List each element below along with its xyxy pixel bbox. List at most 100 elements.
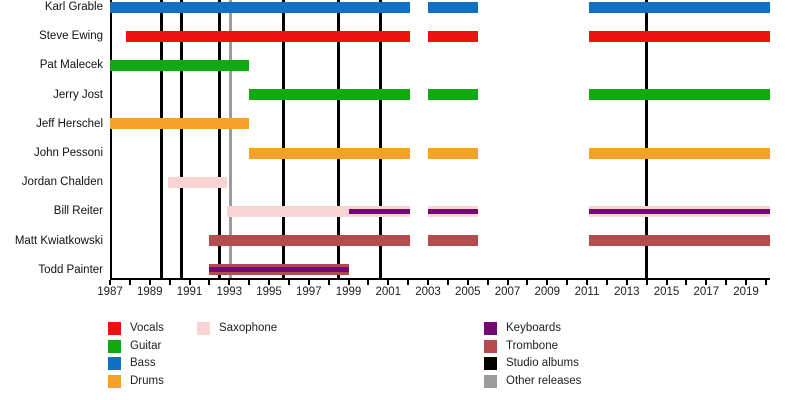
member-bar-segment	[588, 89, 770, 101]
x-axis-tick	[327, 280, 330, 285]
member-label: Jerry Jost	[53, 88, 103, 101]
studio-album-line	[645, 0, 649, 278]
member-bar-segment	[588, 1, 770, 13]
x-axis-tick-label: 1995	[256, 286, 282, 298]
member-label: Matt Kwiatkowski	[14, 234, 103, 247]
x-axis-tick	[625, 280, 628, 285]
studio-album-line	[180, 0, 184, 278]
member-bar-segment	[428, 235, 478, 247]
x-axis-tick	[168, 280, 171, 285]
x-axis-tick	[685, 280, 688, 285]
x-axis-tick	[387, 280, 390, 285]
x-axis-tick-label: 1997	[295, 286, 322, 298]
x-axis-tick	[427, 280, 429, 285]
x-axis-tick-label: 1987	[97, 286, 123, 298]
x-axis-line	[110, 278, 770, 280]
member-bar-segment	[110, 118, 250, 130]
legend-swatch-other-releases	[484, 374, 497, 388]
x-axis-tick	[208, 280, 211, 285]
x-axis-tick	[745, 280, 747, 285]
member-bar-segment	[209, 235, 411, 247]
x-axis-tick	[725, 280, 728, 285]
legend-label: Keyboards	[506, 322, 561, 334]
member-bar-overlay-segment	[588, 208, 770, 214]
legend-swatch-bass	[108, 357, 121, 370]
studio-album-line	[217, 0, 221, 278]
x-axis-tick	[506, 280, 509, 285]
x-axis-tick-label: 2011	[574, 286, 600, 298]
x-axis-tick	[665, 280, 668, 285]
studio-album-line	[378, 0, 382, 278]
x-axis-tick-label: 2005	[454, 286, 481, 298]
x-axis-tick	[148, 280, 151, 285]
x-axis-tick	[248, 280, 251, 285]
x-axis-tick	[605, 280, 608, 285]
x-axis-tick	[228, 280, 231, 285]
member-bar-segment	[588, 147, 770, 159]
x-axis-tick	[128, 280, 131, 285]
member-bar-segment	[588, 235, 770, 247]
y-axis-line	[110, 0, 112, 278]
legend-swatch-guitar	[108, 339, 121, 353]
member-label: Jeff Herschel	[36, 117, 103, 130]
member-label: Karl Grable	[44, 1, 103, 13]
x-axis-tick-label: 1989	[136, 286, 163, 298]
member-bar-segment	[110, 1, 411, 13]
member-bar-segment	[428, 30, 478, 42]
x-axis-tick	[466, 280, 469, 285]
member-label: Todd Painter	[38, 263, 103, 276]
member-bar-segment	[110, 59, 250, 71]
member-bar-overlay-segment	[348, 208, 411, 214]
x-axis-tick-label: 2001	[375, 286, 402, 298]
x-axis-tick	[307, 280, 310, 285]
x-axis-tick	[367, 280, 370, 285]
x-axis-tick	[705, 280, 708, 285]
legend-swatch-keyboards	[484, 322, 497, 335]
x-axis-tick	[268, 280, 270, 285]
member-label: Steve Ewing	[39, 30, 103, 43]
x-axis-tick	[446, 280, 449, 285]
x-axis-tick	[566, 280, 569, 285]
legend-label: Trombone	[506, 339, 558, 352]
studio-album-line	[337, 0, 341, 278]
legend-label: Guitar	[130, 339, 162, 352]
member-bar-segment	[428, 89, 478, 101]
x-axis-tick-label: 1991	[176, 286, 203, 298]
legend-label: Saxophone	[219, 322, 278, 334]
x-axis-tick	[188, 280, 191, 285]
x-axis-tick	[287, 280, 290, 285]
member-label: John Pessoni	[33, 147, 103, 159]
legend-swatch-drums	[108, 374, 121, 388]
x-axis-tick	[109, 280, 111, 285]
x-axis-tick-label: 2013	[613, 286, 640, 298]
x-axis-tick	[347, 280, 350, 285]
member-bar-segment	[428, 1, 478, 13]
legend-swatch-saxophone	[197, 322, 210, 335]
member-bar-segment	[588, 30, 770, 42]
member-bar-segment	[428, 147, 478, 159]
x-axis-tick-label: 2015	[653, 286, 680, 298]
member-bar-segment	[227, 205, 411, 217]
member-bar-segment	[167, 176, 228, 188]
x-axis-tick-label: 1999	[335, 286, 362, 298]
other-release-line	[228, 0, 232, 278]
x-axis-tick-label: 2019	[733, 286, 759, 298]
x-axis-tick	[407, 280, 410, 285]
x-axis-tick	[645, 280, 648, 285]
member-bar-segment	[125, 30, 411, 42]
x-axis-tick	[586, 280, 588, 285]
member-bar-overlay-segment	[428, 208, 478, 214]
member-label: Pat Malecek	[39, 59, 103, 72]
member-bar-segment	[249, 89, 411, 101]
legend-label: Drums	[130, 374, 164, 387]
x-axis-tick	[486, 280, 489, 285]
legend-swatch-vocals	[108, 322, 121, 335]
x-axis-tick	[526, 280, 529, 285]
x-axis-tick-label: 2003	[415, 286, 441, 298]
legend-swatch-trombone	[484, 339, 497, 353]
x-axis-tick-label: 2017	[693, 286, 720, 298]
member-bar-overlay-segment	[209, 267, 349, 273]
legend-label: Other releases	[506, 374, 582, 387]
member-bar-segment	[249, 147, 411, 159]
